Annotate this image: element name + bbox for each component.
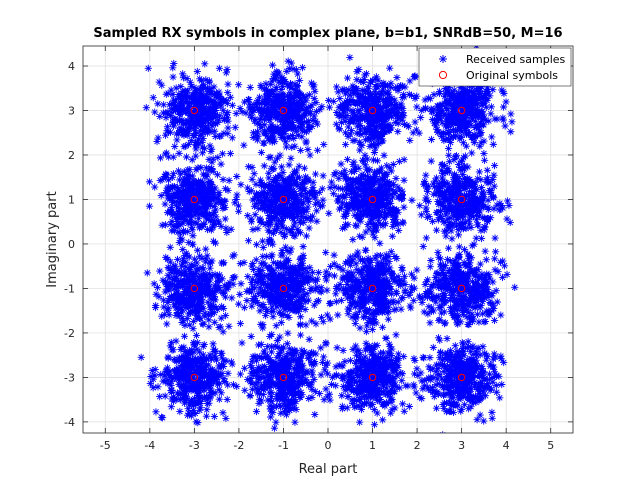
legend-box <box>418 47 572 87</box>
x-tick-label: -3 <box>189 439 200 452</box>
original-symbol-point <box>190 195 199 204</box>
original-symbols-series <box>190 106 466 382</box>
x-tick-label: -5 <box>100 439 111 452</box>
legend-original-symbols-marker <box>438 70 448 80</box>
received-sample-cluster <box>405 309 508 433</box>
original-symbol-point <box>279 106 288 115</box>
legend-original-symbols-label: Original symbols <box>466 69 558 82</box>
received-sample-cluster <box>143 236 245 333</box>
y-tick-label: -1 <box>64 282 75 295</box>
received-sample-cluster <box>407 242 519 374</box>
original-symbol-point <box>368 373 377 382</box>
received-sample-cluster <box>198 57 333 159</box>
legend-circle-icon <box>438 70 448 80</box>
received-sample-cluster <box>145 145 243 248</box>
original-symbol-point <box>368 284 377 293</box>
legend-received-samples-label: Received samples <box>466 53 566 66</box>
received-sample-cluster <box>325 53 425 165</box>
y-tick-label: 3 <box>68 105 75 118</box>
y-tick-label: 2 <box>68 149 75 162</box>
legend-received-samples-marker <box>439 55 447 63</box>
x-tick-label: 1 <box>369 439 376 452</box>
y-tick-label: 0 <box>68 238 75 251</box>
y-tick-label: -2 <box>64 327 75 340</box>
x-tick-label: -1 <box>278 439 289 452</box>
legend-asterisk-icon <box>439 55 447 63</box>
y-tick-label: 4 <box>68 60 75 73</box>
original-symbol-point <box>368 195 377 204</box>
received-sample-cluster <box>137 328 256 427</box>
x-tick-label: -4 <box>144 439 155 452</box>
received-sample-cluster <box>142 59 246 164</box>
y-tick-label: 1 <box>68 193 75 206</box>
original-symbol-point <box>279 284 288 293</box>
original-symbol-point <box>279 373 288 382</box>
legend: Received samples Original symbols <box>418 47 572 87</box>
x-axis-label: Real part <box>299 462 358 477</box>
original-symbol-point <box>457 373 466 382</box>
received-sample-cluster <box>325 239 426 336</box>
x-tick-label: 3 <box>458 439 465 452</box>
original-symbol-point <box>279 195 288 204</box>
original-symbol-point <box>190 106 199 115</box>
received-samples-series <box>137 46 519 433</box>
x-tick-label: 0 <box>325 439 332 452</box>
received-sample-cluster <box>325 155 441 256</box>
x-tick-label: 2 <box>414 439 421 452</box>
x-tick-label: 4 <box>503 439 510 452</box>
original-symbol-point <box>457 284 466 293</box>
x-tick-label: 5 <box>547 439 554 452</box>
original-symbol-point <box>457 106 466 115</box>
y-axis-label: Imaginary part <box>45 191 60 287</box>
y-tick-label: -4 <box>64 416 75 429</box>
x-tick-label: -2 <box>233 439 244 452</box>
received-sample-cluster <box>230 237 339 341</box>
chart-title: Sampled RX symbols in complex plane, b=b… <box>93 26 562 41</box>
original-symbol-point <box>190 284 199 293</box>
original-symbol-point <box>457 195 466 204</box>
received-sample-cluster <box>236 320 336 432</box>
plot-content <box>137 46 519 433</box>
y-tick-label: -3 <box>64 371 75 384</box>
original-symbol-point <box>368 106 377 115</box>
original-symbol-point <box>190 373 199 382</box>
